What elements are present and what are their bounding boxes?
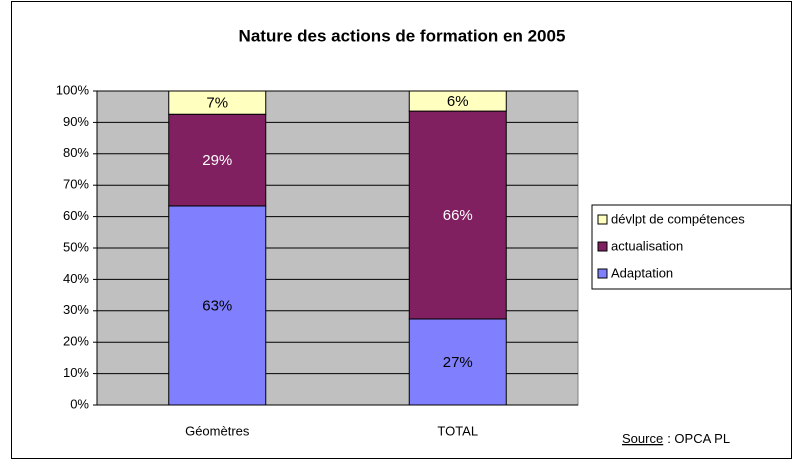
y-tick-label: 20%: [63, 334, 89, 349]
y-tick-label: 40%: [63, 271, 89, 286]
data-label: 29%: [202, 152, 232, 169]
y-tick-label: 80%: [63, 145, 89, 160]
y-tick-label: 30%: [63, 302, 89, 317]
bar-segment: [408, 110, 507, 320]
bar-segment: [168, 90, 267, 115]
data-label: 66%: [443, 207, 473, 224]
y-tick-label: 100%: [56, 82, 90, 97]
bar-segment: [408, 318, 507, 406]
y-tick-label: 60%: [63, 208, 89, 223]
source-text: : OPCA PL: [667, 431, 730, 446]
x-tick-label: Géomètres: [185, 423, 250, 438]
chart-title: Nature des actions de formation en 2005: [239, 26, 566, 45]
legend-label: actualisation: [611, 238, 683, 253]
data-label: 7%: [206, 95, 228, 112]
y-tick-label: 50%: [63, 239, 89, 254]
data-label: 63%: [202, 297, 232, 314]
data-label: 6%: [447, 93, 469, 110]
source-label: Source: [622, 431, 663, 446]
legend-swatch: [597, 268, 608, 279]
legend-label: Adaptation: [611, 265, 673, 280]
x-tick-label: TOTAL: [437, 423, 478, 438]
y-tick-label: 70%: [63, 177, 89, 192]
bar-segment: [408, 90, 507, 112]
y-tick-label: 90%: [63, 114, 89, 129]
bar-segment: [168, 205, 267, 406]
legend-label: dévlpt de compétences: [611, 211, 745, 226]
legend-box: [591, 204, 792, 290]
y-tick-label: 10%: [63, 365, 89, 380]
data-label: 27%: [443, 354, 473, 371]
legend-swatch: [597, 241, 608, 252]
bar-segment: [168, 113, 267, 207]
source: Source : OPCA PL: [622, 431, 730, 446]
legend-swatch: [597, 214, 608, 225]
y-tick-label: 0%: [70, 396, 89, 411]
